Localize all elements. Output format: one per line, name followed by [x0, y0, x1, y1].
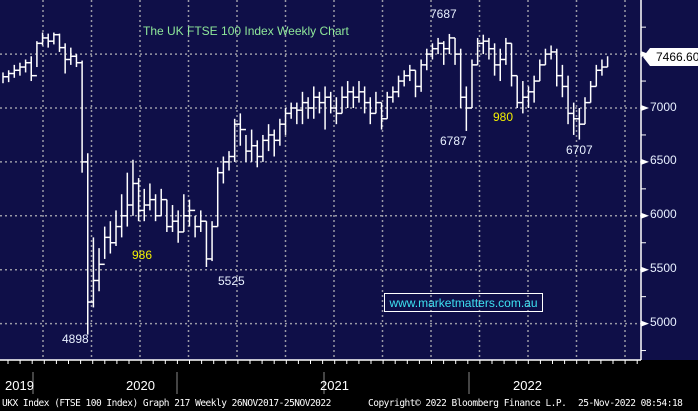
annotation-low-5525: 5525	[218, 274, 245, 288]
watermark-url: www.marketmatters.com.au	[384, 293, 543, 312]
footer-security: UKX Index (FTSE 100 Index) Graph 217 Wee…	[2, 398, 331, 409]
annotation-low-6787: 6787	[440, 134, 467, 148]
last-price-tag: 7466.60	[642, 48, 698, 66]
y-major-tick	[641, 212, 649, 219]
x-label-2019: 2019	[5, 378, 34, 393]
annotation-high-7687: 7687	[430, 7, 457, 21]
y-major-tick	[641, 105, 649, 111]
y-major-tick	[641, 158, 649, 165]
footer-timestamp: 25-Nov-2022 08:54:18	[578, 398, 683, 409]
annotation-980: 980	[493, 110, 514, 124]
y-tick-5500: 5500	[650, 261, 677, 275]
x-label-2020: 2020	[126, 378, 155, 393]
annotation-986: 986	[132, 248, 153, 262]
y-major-tick	[641, 320, 649, 327]
footer-copyright: Copyright© 2022 Bloomberg Finance L.P.	[368, 398, 567, 409]
y-tick-6000: 6000	[650, 207, 677, 221]
y-tick-5000: 5000	[650, 315, 677, 329]
y-tick-6500: 6500	[650, 153, 677, 167]
annotation-low-6707: 6707	[566, 143, 593, 157]
x-label-2021: 2021	[320, 378, 349, 393]
chart-title: The UK FTSE 100 Index Weekly Chart	[143, 24, 349, 38]
x-label-2022: 2022	[513, 378, 542, 393]
y-tick-7000: 7000	[650, 100, 677, 114]
annotation-low-4898: 4898	[62, 332, 89, 346]
y-major-tick	[641, 266, 649, 273]
plot-background	[0, 0, 698, 360]
